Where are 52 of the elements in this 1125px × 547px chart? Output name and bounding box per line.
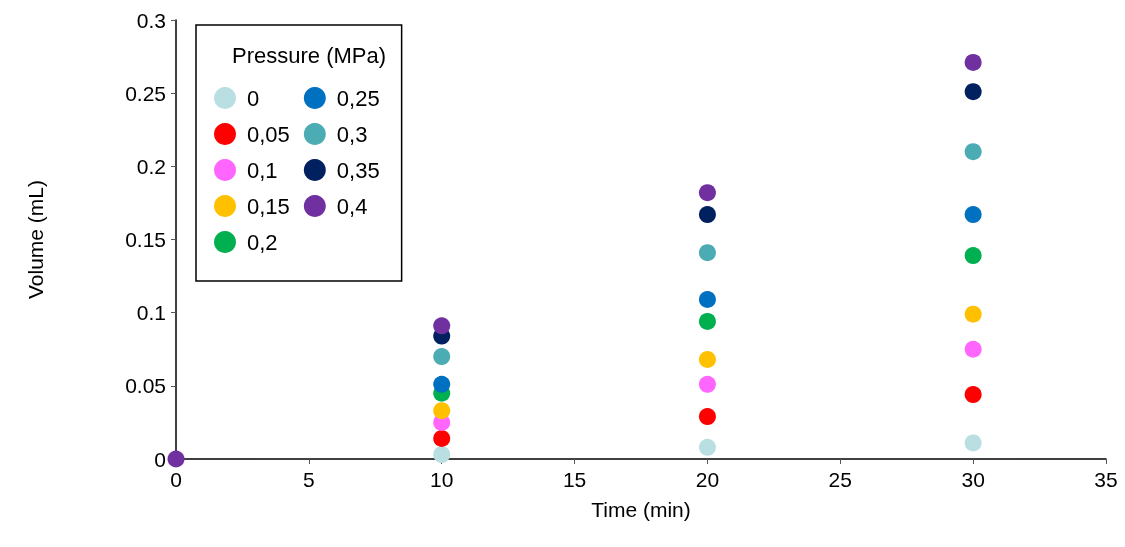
legend-label: 0,25	[336, 85, 380, 111]
point	[433, 348, 451, 366]
y-tick-label: 0.15	[125, 228, 166, 251]
point	[964, 340, 982, 358]
x-tick-label: 0	[170, 468, 182, 491]
point	[433, 317, 451, 335]
y-tick-label: 0.2	[136, 154, 166, 178]
point	[433, 402, 451, 420]
point	[964, 386, 982, 404]
y-tick-label: 0	[154, 447, 166, 471]
legend-label: 0,3	[336, 121, 368, 147]
legend-title: Pressure (MPa)	[232, 42, 387, 68]
point	[964, 305, 982, 323]
legend-label: 0,1	[247, 157, 278, 183]
point	[167, 450, 185, 468]
point	[964, 53, 982, 71]
point	[698, 312, 716, 330]
x-axis-title: Time (min)	[591, 498, 691, 521]
x-tick-label: 20	[695, 468, 720, 491]
y-tick-label: 0.25	[125, 81, 166, 105]
point	[433, 446, 451, 464]
point	[698, 408, 716, 426]
y-tick-label: 0.3	[136, 8, 166, 32]
x-tick-label: 30	[961, 468, 985, 491]
x-tick-label: 10	[430, 468, 454, 491]
point	[964, 206, 982, 224]
point	[964, 247, 982, 265]
point	[964, 83, 982, 101]
point	[698, 184, 716, 202]
legend-label: 0,35	[336, 157, 380, 183]
y-axis-title: Volume (mL)	[24, 179, 47, 300]
point	[964, 143, 982, 161]
x-tick-label: 15	[562, 468, 587, 491]
point	[698, 244, 716, 262]
point	[698, 375, 716, 393]
legend-label: 0,15	[247, 193, 290, 219]
point	[433, 375, 451, 393]
point	[433, 430, 451, 448]
point	[698, 351, 716, 368]
point	[698, 291, 716, 308]
legend-label: 0,2	[247, 229, 278, 255]
legend-label: 0,05	[247, 121, 290, 147]
x-tick-label: 5	[303, 468, 315, 491]
x-tick-label: 25	[828, 468, 852, 491]
x-tick-label: 35	[1094, 468, 1118, 491]
legend-label: 0,4	[336, 193, 368, 219]
legend-label: 0	[247, 85, 260, 111]
y-tick-label: 0.1	[136, 301, 166, 325]
point	[698, 438, 716, 456]
point	[964, 434, 982, 452]
point	[698, 206, 716, 224]
y-tick-label: 0.05	[125, 374, 166, 398]
